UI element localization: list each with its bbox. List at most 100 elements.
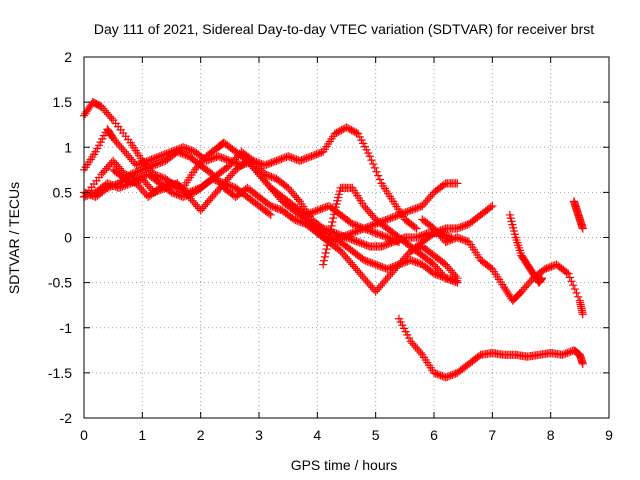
- data-point-marker: [371, 219, 380, 229]
- data-point-marker: [262, 160, 271, 169]
- data-point-marker: [224, 162, 233, 171]
- data-point-marker: [294, 217, 304, 226]
- data-point-marker: [379, 263, 389, 272]
- data-point-marker: [150, 154, 159, 163]
- data-point-marker: [384, 234, 394, 243]
- data-point-marker: [428, 259, 437, 268]
- data-point-marker: [365, 152, 374, 161]
- data-point-marker: [289, 154, 298, 163]
- data-point-marker: [270, 157, 279, 166]
- data-point-marker: [134, 174, 143, 183]
- y-axis: -2 -1.5 -1 -0.5 0 0.5 1 1.5 2: [48, 49, 609, 426]
- data-point-marker: [176, 148, 185, 158]
- y-axis-title: SDTVAR / TECUs: [6, 182, 22, 294]
- data-point-marker: [187, 146, 196, 155]
- data-point-marker: [135, 173, 144, 182]
- data-point-marker: [360, 240, 369, 249]
- data-point-marker: [333, 234, 342, 243]
- data-point-marker: [350, 236, 359, 245]
- data-point-marker: [570, 284, 579, 294]
- data-point-marker: [578, 359, 587, 368]
- data-point-marker: [157, 183, 166, 192]
- data-point-marker: [142, 157, 151, 166]
- data-point-marker: [137, 159, 146, 168]
- data-point-marker: [158, 157, 167, 167]
- data-point-marker: [331, 203, 340, 212]
- data-point-marker: [409, 205, 419, 214]
- data-point-marker: [179, 150, 189, 159]
- data-point-marker: [381, 215, 390, 225]
- data-point-marker: [356, 225, 365, 234]
- data-point-marker: [414, 203, 424, 212]
- data-point-marker: [412, 224, 421, 233]
- data-point-marker: [374, 171, 383, 180]
- data-point-marker: [438, 371, 447, 381]
- data-point-marker: [269, 157, 278, 167]
- data-point-marker: [136, 166, 145, 175]
- data-point-marker: [152, 153, 161, 162]
- data-point-marker: [505, 210, 514, 220]
- data-point-marker: [441, 373, 450, 382]
- data-point-marker: [155, 152, 164, 161]
- data-point-marker: [448, 235, 457, 244]
- data-point-marker: [330, 228, 339, 238]
- data-point-marker: [369, 259, 379, 269]
- data-point-marker: [448, 370, 457, 379]
- data-point-marker: [388, 213, 397, 222]
- data-point-marker: [414, 232, 423, 241]
- data-point-marker: [313, 206, 322, 215]
- data-point-marker: [506, 214, 515, 223]
- data-point-marker: [341, 231, 350, 240]
- data-point-marker: [574, 292, 583, 301]
- data-point-marker: [411, 204, 420, 213]
- data-point-marker: [181, 150, 190, 160]
- x-tick-label: 1: [138, 427, 146, 443]
- data-point-marker: [179, 143, 188, 152]
- data-point-marker: [461, 221, 470, 230]
- data-point-marker: [309, 207, 319, 216]
- data-point-marker: [155, 183, 164, 192]
- data-point-marker: [319, 256, 329, 265]
- data-point-marker: [433, 370, 442, 379]
- data-point-marker: [446, 235, 455, 245]
- data-point-marker: [116, 183, 125, 192]
- data-point-marker: [175, 182, 184, 191]
- data-point-marker: [379, 216, 389, 225]
- data-point-marker: [140, 157, 149, 167]
- data-point-marker: [384, 264, 394, 273]
- data-point-marker: [431, 270, 440, 279]
- data-point-marker: [378, 263, 387, 272]
- data-point-marker: [104, 179, 114, 189]
- data-point-marker: [217, 153, 226, 162]
- data-point-marker: [377, 242, 386, 251]
- data-point-marker: [272, 156, 281, 165]
- data-point-marker: [260, 161, 269, 170]
- data-point-marker: [332, 199, 341, 209]
- data-point-marker: [368, 221, 377, 230]
- data-point-marker: [329, 210, 339, 219]
- data-point-marker: [442, 231, 451, 240]
- data-point-marker: [357, 136, 366, 145]
- data-point-marker: [94, 141, 104, 150]
- data-point-marker: [364, 148, 373, 158]
- data-point-marker: [265, 172, 274, 181]
- data-point-marker: [325, 229, 334, 238]
- series-sat-l: [569, 197, 587, 233]
- data-point-marker: [429, 269, 439, 278]
- data-point-marker: [295, 156, 304, 165]
- data-point-marker: [147, 155, 156, 164]
- data-point-marker: [386, 234, 395, 243]
- data-point-marker: [439, 180, 449, 189]
- data-point-marker: [330, 206, 339, 215]
- data-point-marker: [354, 237, 363, 247]
- series-sat-e: [79, 147, 456, 251]
- data-markers: [79, 98, 587, 382]
- x-tick-label: 9: [605, 427, 613, 443]
- y-tick-label: -1: [60, 320, 73, 336]
- data-point-marker: [264, 171, 273, 180]
- data-point-marker: [359, 224, 369, 233]
- data-point-marker: [578, 310, 587, 319]
- data-point-marker: [134, 160, 143, 169]
- data-point-marker: [404, 206, 414, 216]
